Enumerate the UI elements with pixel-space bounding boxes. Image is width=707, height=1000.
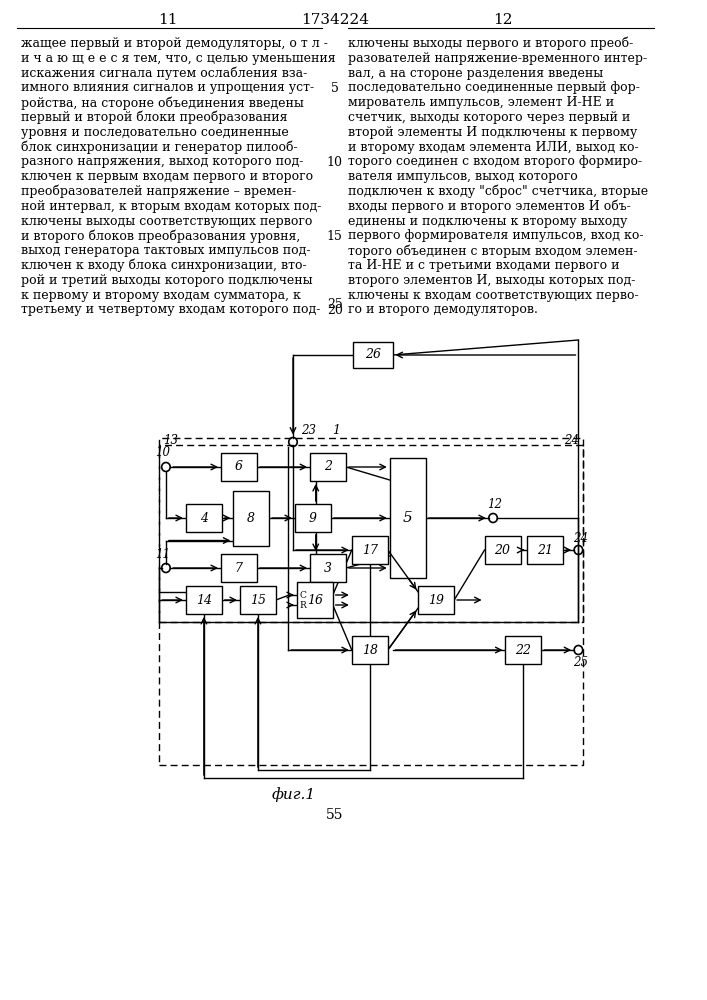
Text: 3: 3 bbox=[324, 562, 332, 574]
Text: 26: 26 bbox=[365, 349, 380, 361]
Text: разователей напряжение-временного интер-: разователей напряжение-временного интер- bbox=[348, 52, 647, 65]
Text: 1: 1 bbox=[332, 424, 341, 436]
Text: R: R bbox=[300, 600, 306, 609]
Text: ключены выходы соответствующих первого: ключены выходы соответствующих первого bbox=[21, 215, 312, 228]
Text: второй элементы И подключены к первому: второй элементы И подключены к первому bbox=[348, 126, 637, 139]
Text: искажения сигнала путем ослабления вза-: искажения сигнала путем ослабления вза- bbox=[21, 67, 307, 80]
Text: ключены к входам соответствующих перво-: ключены к входам соответствующих перво- bbox=[348, 289, 638, 302]
Text: 24: 24 bbox=[573, 532, 588, 544]
Text: 20: 20 bbox=[327, 304, 343, 317]
Text: ключен к первым входам первого и второго: ключен к первым входам первого и второго bbox=[21, 170, 313, 183]
Text: 5: 5 bbox=[331, 82, 339, 95]
Bar bbox=[527, 536, 563, 564]
Text: и второго блоков преобразования уровня,: и второго блоков преобразования уровня, bbox=[21, 229, 300, 243]
Bar bbox=[221, 554, 257, 582]
Text: 15: 15 bbox=[250, 593, 266, 606]
Text: 25: 25 bbox=[327, 298, 343, 312]
Text: 11: 11 bbox=[156, 548, 170, 560]
Text: счетчик, выходы которого через первый и: счетчик, выходы которого через первый и bbox=[348, 111, 630, 124]
Text: 5: 5 bbox=[403, 511, 413, 525]
Bar bbox=[186, 504, 222, 532]
Text: 14: 14 bbox=[196, 593, 212, 606]
Text: торого объединен с вторым входом элемен-: торого объединен с вторым входом элемен- bbox=[348, 244, 638, 258]
Text: 2: 2 bbox=[324, 460, 332, 474]
Text: подключен к входу "сброс" счетчика, вторые: подключен к входу "сброс" счетчика, втор… bbox=[348, 185, 648, 198]
Bar bbox=[506, 636, 542, 664]
Text: 8: 8 bbox=[247, 512, 255, 524]
Text: го и второго демодуляторов.: го и второго демодуляторов. bbox=[348, 303, 538, 316]
Bar bbox=[310, 554, 346, 582]
Text: рой и третий выходы которого подключены: рой и третий выходы которого подключены bbox=[21, 274, 312, 287]
Bar bbox=[310, 453, 346, 481]
Text: 9: 9 bbox=[309, 512, 317, 524]
Bar bbox=[233, 490, 269, 546]
Bar bbox=[240, 586, 276, 614]
Bar bbox=[484, 536, 520, 564]
Text: блок синхронизации и генератор пилооб-: блок синхронизации и генератор пилооб- bbox=[21, 141, 298, 154]
Text: фиг.1: фиг.1 bbox=[272, 788, 316, 802]
Bar bbox=[295, 504, 331, 532]
Text: 55: 55 bbox=[326, 808, 344, 822]
Text: 10: 10 bbox=[327, 156, 343, 169]
Text: 7: 7 bbox=[235, 562, 243, 574]
Text: выход генератора тактовых импульсов под-: выход генератора тактовых импульсов под- bbox=[21, 244, 310, 257]
Bar bbox=[159, 438, 583, 622]
Text: 4: 4 bbox=[200, 512, 208, 524]
Text: разного напряжения, выход которого под-: разного напряжения, выход которого под- bbox=[21, 155, 303, 168]
Text: имного влияния сигналов и упрощения уст-: имного влияния сигналов и упрощения уст- bbox=[21, 81, 314, 94]
Text: 25: 25 bbox=[573, 656, 588, 668]
Text: и второму входам элемента ИЛИ, выход ко-: и второму входам элемента ИЛИ, выход ко- bbox=[348, 141, 638, 154]
Text: ключены выходы первого и второго преоб-: ключены выходы первого и второго преоб- bbox=[348, 37, 633, 50]
Text: 10: 10 bbox=[156, 446, 170, 460]
Text: первый и второй блоки преобразования: первый и второй блоки преобразования bbox=[21, 111, 287, 124]
Text: 16: 16 bbox=[307, 593, 323, 606]
Text: 11: 11 bbox=[158, 13, 177, 27]
Bar bbox=[221, 453, 257, 481]
Text: преобразователей напряжение – времен-: преобразователей напряжение – времен- bbox=[21, 185, 296, 198]
Text: 12: 12 bbox=[493, 13, 513, 27]
Text: второго элементов И, выходы которых под-: второго элементов И, выходы которых под- bbox=[348, 274, 636, 287]
Text: к первому и второму входам сумматора, к: к первому и второму входам сумматора, к bbox=[21, 289, 300, 302]
Bar bbox=[353, 342, 392, 368]
Text: 21: 21 bbox=[537, 544, 553, 556]
Bar bbox=[297, 582, 333, 618]
Text: торого соединен с входом второго формиро-: торого соединен с входом второго формиро… bbox=[348, 155, 642, 168]
Text: C: C bbox=[300, 590, 307, 599]
Text: 1734224: 1734224 bbox=[300, 13, 369, 27]
Text: единены и подключены к второму выходу: единены и подключены к второму выходу bbox=[348, 215, 627, 228]
Text: 6: 6 bbox=[235, 460, 243, 474]
Text: последовательно соединенные первый фор-: последовательно соединенные первый фор- bbox=[348, 81, 640, 94]
Bar bbox=[159, 445, 583, 765]
Text: и ч а ю щ е е с я тем, что, с целью уменьшения: и ч а ю щ е е с я тем, что, с целью умен… bbox=[21, 52, 336, 65]
Text: уровня и последовательно соединенные: уровня и последовательно соединенные bbox=[21, 126, 288, 139]
Bar bbox=[352, 536, 388, 564]
Text: 18: 18 bbox=[362, 644, 378, 656]
Text: 22: 22 bbox=[515, 644, 532, 656]
Text: ной интервал, к вторым входам которых под-: ной интервал, к вторым входам которых по… bbox=[21, 200, 321, 213]
Text: ключен к входу блока синхронизации, вто-: ключен к входу блока синхронизации, вто- bbox=[21, 259, 307, 272]
Text: 13: 13 bbox=[163, 434, 178, 446]
Text: 20: 20 bbox=[494, 544, 510, 556]
Text: третьему и четвертому входам которого под-: третьему и четвертому входам которого по… bbox=[21, 303, 320, 316]
Text: 15: 15 bbox=[327, 230, 343, 243]
Bar bbox=[186, 586, 222, 614]
Text: мирователь импульсов, элемент И-НЕ и: мирователь импульсов, элемент И-НЕ и bbox=[348, 96, 614, 109]
Bar bbox=[352, 636, 388, 664]
Text: входы первого и второго элементов И объ-: входы первого и второго элементов И объ- bbox=[348, 200, 631, 213]
Bar bbox=[390, 458, 426, 578]
Text: 23: 23 bbox=[300, 424, 315, 436]
Text: та И-НЕ и с третьими входами первого и: та И-НЕ и с третьими входами первого и bbox=[348, 259, 619, 272]
Text: 19: 19 bbox=[428, 593, 444, 606]
Text: первого формирователя импульсов, вход ко-: первого формирователя импульсов, вход ко… bbox=[348, 229, 643, 242]
Text: 17: 17 bbox=[362, 544, 378, 556]
Text: вателя импульсов, выход которого: вателя импульсов, выход которого bbox=[348, 170, 578, 183]
Bar bbox=[418, 586, 454, 614]
Text: 24: 24 bbox=[564, 434, 579, 446]
Text: 12: 12 bbox=[487, 497, 503, 510]
Text: жащее первый и второй демодуляторы, о т л -: жащее первый и второй демодуляторы, о т … bbox=[21, 37, 328, 50]
Text: ройства, на стороне объединения введены: ройства, на стороне объединения введены bbox=[21, 96, 304, 110]
Text: вал, а на стороне разделения введены: вал, а на стороне разделения введены bbox=[348, 67, 603, 80]
